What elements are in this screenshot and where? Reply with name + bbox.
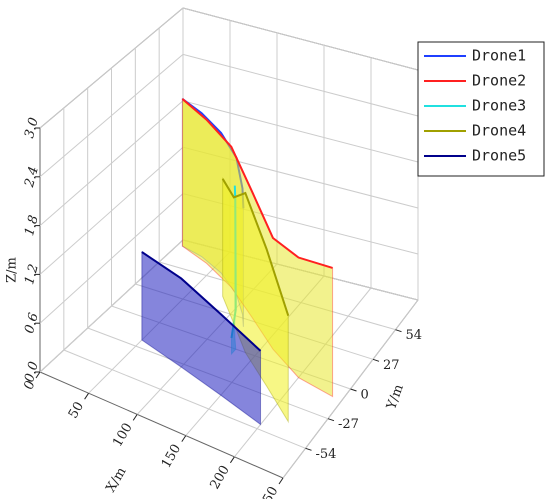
- grid-line: [39, 146, 184, 275]
- legend-label: Drone4: [472, 122, 526, 140]
- z-tick-label: 3.0: [22, 116, 42, 140]
- x-tick: [229, 456, 235, 464]
- axis-edge: [39, 371, 284, 479]
- x-tick: [278, 477, 284, 485]
- z-axis-label: Z/m: [5, 257, 20, 283]
- grid-line: [39, 54, 184, 178]
- x-tick-label: 250: [256, 484, 281, 499]
- x-tick-label: 100: [110, 421, 135, 450]
- x-axis-label: X/m: [104, 465, 130, 495]
- legend-label: Drone2: [472, 72, 526, 90]
- x-tick: [132, 414, 138, 421]
- y-tick-label: 0: [361, 388, 369, 403]
- x-tick-label: 150: [159, 442, 184, 471]
- y-tick-label: -27: [338, 417, 359, 432]
- axes-box: 050100150200250-54-27027540.00.61.21.82.…: [5, 7, 423, 499]
- grid-line: [39, 193, 184, 324]
- y-tick-label: 54: [406, 328, 423, 343]
- trajectory: [221, 178, 290, 317]
- legend-label: Drone5: [472, 147, 526, 165]
- y-tick: [395, 329, 402, 333]
- legend-label: Drone1: [472, 47, 526, 65]
- y-tick: [350, 388, 357, 392]
- z-tick-label: 0.0: [22, 360, 42, 384]
- legend-label: Drone3: [472, 97, 526, 115]
- trajectory: [141, 251, 262, 352]
- x-tick-label: 50: [66, 399, 87, 421]
- grid-line: [39, 100, 184, 226]
- y-tick: [327, 418, 335, 422]
- grid-line: [39, 7, 184, 129]
- z-tick-label: 1.8: [22, 214, 42, 238]
- y-tick-label: -54: [316, 447, 337, 462]
- grid-line: [182, 53, 419, 117]
- z-tick-label: 0.6: [22, 311, 42, 335]
- trajectory: [181, 98, 333, 269]
- x-tick: [84, 392, 90, 400]
- x-tick-label: 200: [207, 463, 232, 492]
- x-tick: [35, 371, 41, 379]
- y-tick: [305, 447, 312, 451]
- legend: Drone1 Drone2 Drone3 Drone4 Drone5: [417, 41, 545, 177]
- z-tick-label: 1.2: [22, 262, 42, 286]
- y-tick-label: 27: [383, 358, 400, 373]
- grid-line: [182, 100, 419, 163]
- plot-area: [141, 97, 334, 426]
- x-tick: [181, 435, 187, 442]
- grid-line: [63, 349, 306, 449]
- z-tick-label: 2.4: [22, 165, 42, 190]
- grid-line: [182, 7, 419, 71]
- legend-box: [417, 41, 545, 177]
- grid-line: [39, 239, 184, 373]
- y-axis-label: Y/m: [384, 383, 407, 413]
- y-tick: [372, 358, 380, 362]
